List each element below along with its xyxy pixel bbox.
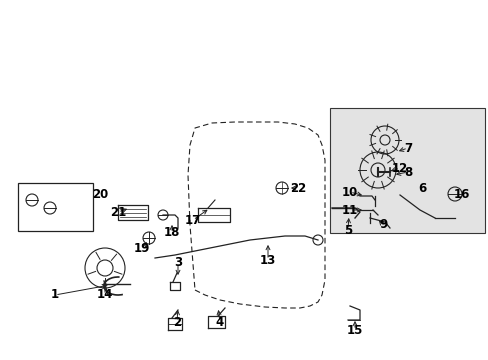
Bar — [18, 183, 93, 231]
Text: 21: 21 — [110, 206, 126, 219]
Text: 19: 19 — [134, 242, 150, 255]
Text: 10: 10 — [341, 185, 357, 198]
Bar — [329, 108, 484, 233]
Text: 18: 18 — [163, 226, 180, 239]
Text: 8: 8 — [403, 166, 411, 179]
Text: 11: 11 — [341, 203, 357, 216]
Text: 2: 2 — [173, 315, 181, 328]
Text: 20: 20 — [92, 189, 108, 202]
Text: 9: 9 — [378, 219, 386, 231]
Text: 15: 15 — [346, 324, 363, 337]
Text: 17: 17 — [184, 213, 201, 226]
Text: 16: 16 — [453, 189, 469, 202]
Text: 14: 14 — [97, 288, 113, 302]
Text: 12: 12 — [391, 162, 407, 175]
Text: 3: 3 — [174, 256, 182, 269]
Text: 13: 13 — [259, 253, 276, 266]
Text: 5: 5 — [343, 224, 351, 237]
Text: 4: 4 — [215, 315, 224, 328]
Text: 7: 7 — [403, 141, 411, 154]
Text: 1: 1 — [51, 288, 59, 302]
Text: 6: 6 — [417, 181, 425, 194]
Text: 22: 22 — [289, 181, 305, 194]
